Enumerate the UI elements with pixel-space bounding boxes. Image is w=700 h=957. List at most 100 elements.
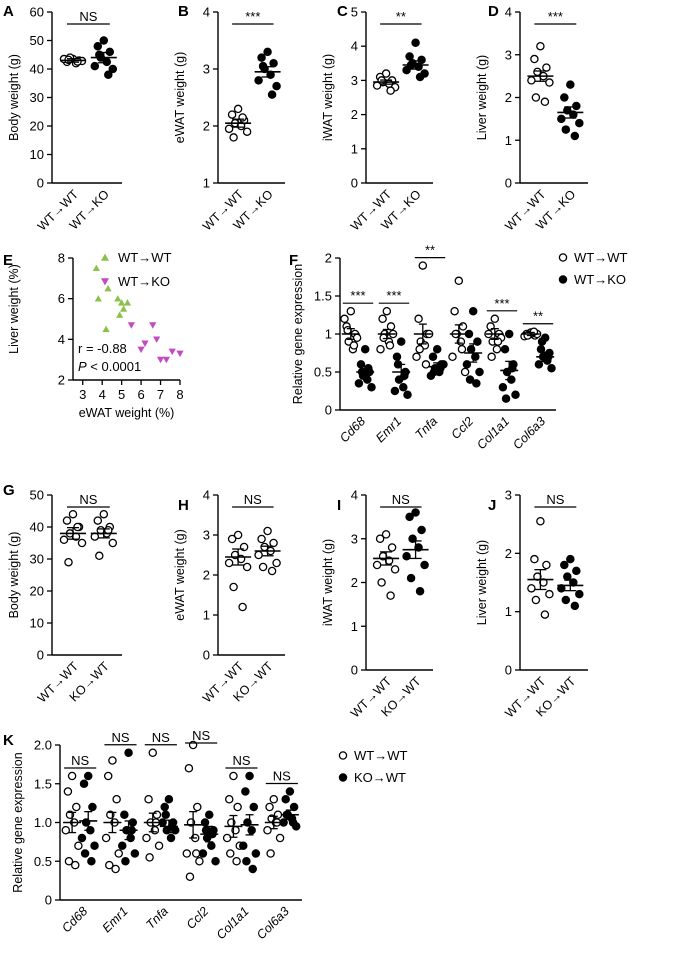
y-tick-label-F: 1: [325, 327, 332, 342]
y-axis-label-H: eWAT weight (g): [173, 529, 187, 620]
data-point-D: [570, 131, 580, 141]
y-axis-label-I: iWAT weight (g): [321, 539, 335, 626]
data-point-F: [454, 276, 464, 286]
data-point-K: [142, 833, 151, 843]
data-point-F: [386, 322, 396, 331]
data-point-I: [377, 578, 386, 587]
data-point-K: [101, 833, 111, 843]
data-point-E: [123, 299, 132, 306]
data-point-F: [403, 390, 412, 400]
data-point-E: [153, 336, 161, 343]
significance-label-K: NS: [152, 730, 170, 745]
y-tick-label-D: 3: [505, 47, 512, 62]
legend-label-E: WT→KO: [118, 274, 170, 289]
y-tick-label-K: 2.0: [34, 738, 52, 753]
y-tick-label-C: 3: [351, 73, 358, 88]
data-point-J: [536, 517, 545, 526]
y-axis-label-E: Liver weight (%): [7, 264, 21, 354]
data-point-F: [390, 386, 400, 396]
data-point-F: [378, 314, 387, 324]
data-point-D: [561, 125, 571, 134]
data-point-K: [289, 802, 299, 812]
y-tick-label-C: 5: [351, 5, 358, 20]
x-tick-label-E: 7: [157, 387, 164, 402]
x-tick-label-E: 6: [137, 387, 144, 402]
x-tick-label-E: 8: [176, 387, 183, 402]
data-point-D: [536, 41, 545, 51]
data-point-F: [399, 382, 408, 392]
y-tick-label-I: 1: [351, 619, 358, 634]
y-tick-label-B: 3: [203, 62, 210, 77]
p-symbol: P: [78, 359, 87, 374]
data-point-K: [251, 849, 261, 858]
data-point-J: [572, 566, 581, 576]
data-point-J: [575, 589, 584, 599]
data-point-F: [428, 352, 438, 362]
data-point-I: [406, 573, 416, 583]
data-point-I: [387, 543, 397, 552]
data-point-F: [396, 337, 406, 346]
x-tick-label-E: 4: [99, 387, 106, 402]
data-point-K: [241, 787, 250, 796]
significance-label-F: ***: [494, 296, 509, 311]
data-point-K: [111, 864, 120, 874]
data-point-K: [80, 849, 90, 858]
data-point-G: [108, 538, 118, 548]
y-tick-label-J: 1: [505, 604, 512, 619]
data-point-K: [88, 802, 97, 812]
data-point-J: [530, 554, 539, 564]
data-point-J: [560, 560, 569, 570]
data-point-D: [575, 118, 584, 128]
data-point-I: [390, 565, 400, 574]
data-point-C: [386, 86, 395, 95]
y-tick-label-H: 0: [203, 648, 210, 663]
data-point-K: [72, 802, 81, 812]
data-point-F: [385, 341, 395, 350]
data-point-K: [161, 810, 170, 820]
significance-label-K: NS: [111, 730, 129, 745]
data-point-I: [402, 552, 411, 561]
data-point-K: [198, 849, 208, 858]
y-tick-label-E: 2: [58, 373, 65, 388]
x-tick-label-F: Ccl2: [449, 414, 477, 442]
data-point-F: [458, 322, 468, 331]
data-point-J: [561, 595, 571, 605]
data-point-K: [242, 857, 251, 866]
data-point-F: [487, 352, 496, 362]
data-point-F: [475, 367, 484, 377]
data-point-F: [376, 344, 385, 354]
data-point-K: [61, 826, 71, 835]
data-point-K: [239, 841, 248, 851]
data-point-K: [112, 795, 121, 804]
y-axis-label-D: Liver weight (g): [475, 55, 489, 140]
data-point-K: [121, 857, 130, 866]
x-tick-label-K: Col6a3: [254, 904, 292, 942]
data-point-K: [232, 857, 241, 866]
y-tick-label-B: 2: [203, 119, 210, 134]
y-tick-label-D: 2: [505, 90, 512, 105]
y-tick-label-F: 2: [325, 251, 332, 266]
legend-label-F: WT→WT: [574, 250, 627, 265]
data-point-F: [468, 306, 478, 316]
data-point-D: [572, 101, 581, 111]
data-point-K: [193, 802, 202, 812]
panel-label-D: D: [488, 3, 499, 20]
data-point-C: [417, 55, 426, 65]
significance-label-I: NS: [392, 492, 410, 507]
data-point-D: [531, 93, 541, 102]
x-tick-label-K: Col1a1: [214, 904, 252, 942]
legend-marker-E: [101, 278, 109, 286]
y-tick-label-K: 0.5: [34, 854, 52, 869]
data-point-F: [414, 314, 423, 324]
data-point-H: [238, 602, 247, 612]
data-point-C: [411, 38, 420, 48]
data-point-K: [87, 857, 96, 866]
data-point-H: [269, 538, 278, 548]
data-point-E: [156, 356, 165, 364]
data-point-K: [79, 779, 89, 789]
data-point-J: [563, 572, 572, 581]
data-point-F: [360, 344, 370, 354]
data-point-I: [411, 508, 420, 517]
y-tick-label-B: 1: [203, 176, 210, 191]
